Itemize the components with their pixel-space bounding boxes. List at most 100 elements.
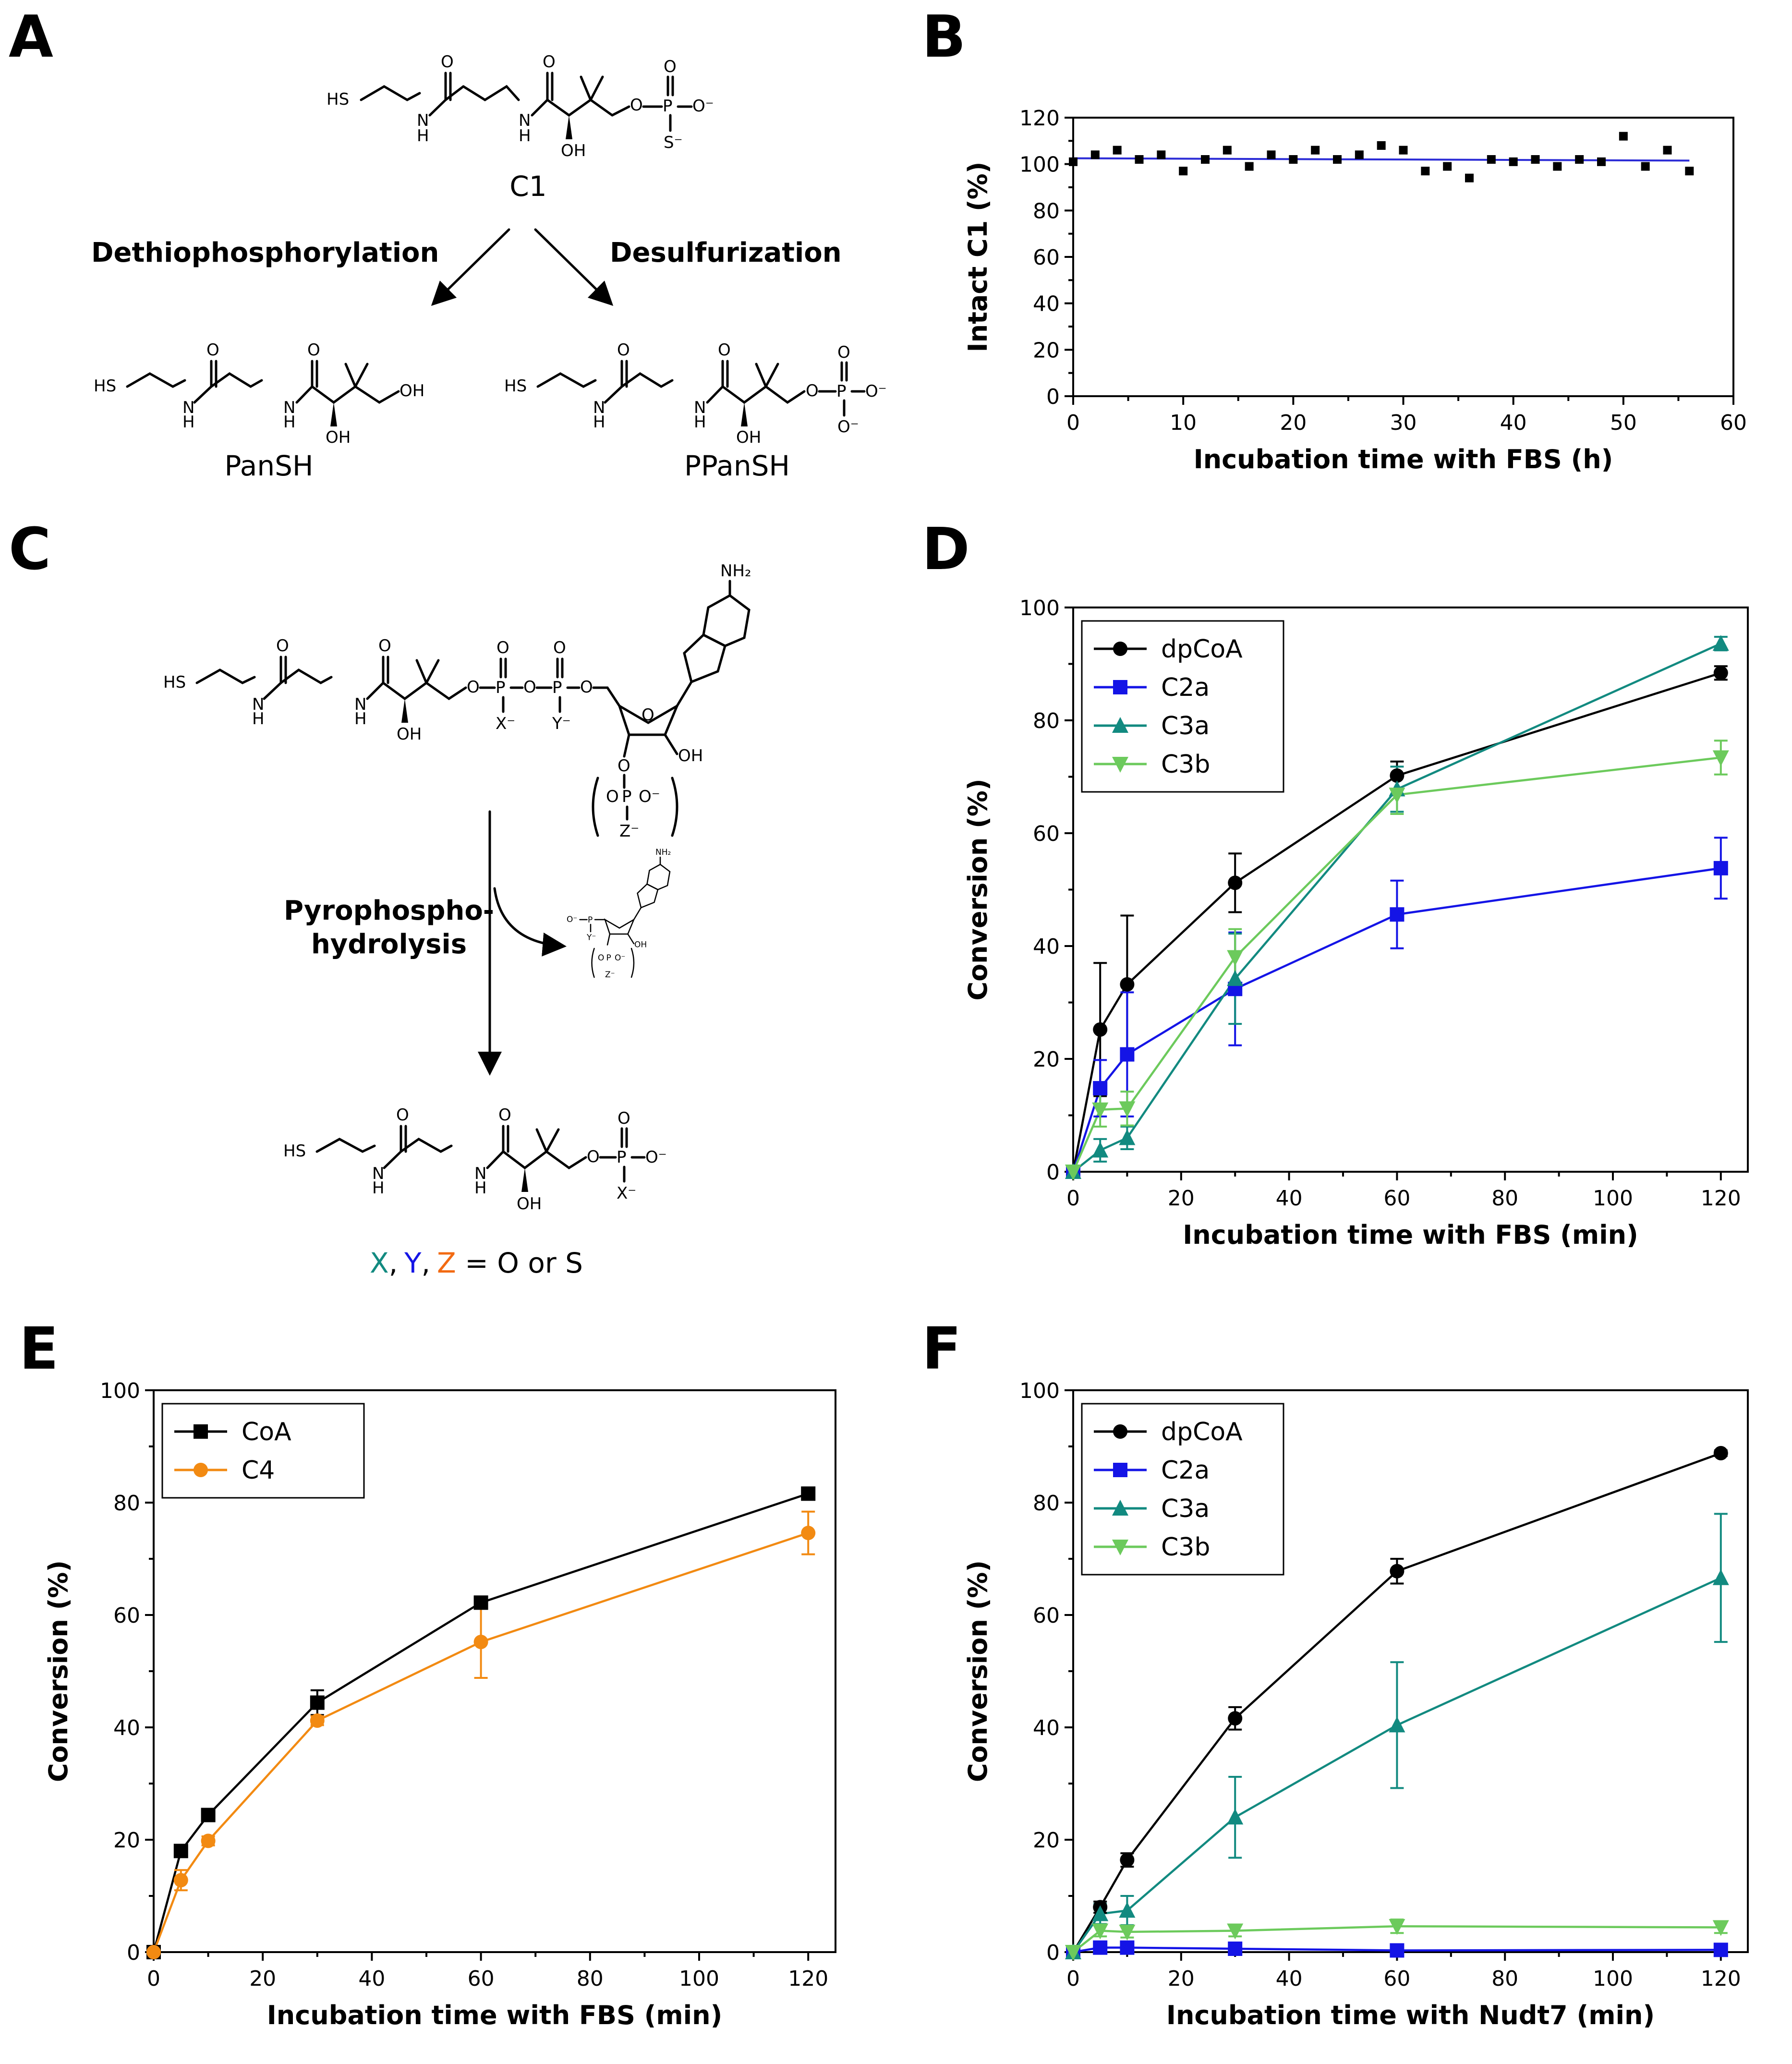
y-tick-label: 40 (1033, 1716, 1060, 1740)
data-point-c4 (173, 1873, 188, 1888)
legend-label: dpCoA (1161, 1418, 1243, 1446)
step-hydrolysis: hydrolysis (311, 929, 467, 960)
legend-label: C3a (1161, 1494, 1210, 1523)
ppansh-o-minus: O⁻ (865, 382, 887, 401)
c-o2: O (378, 636, 391, 656)
data-point (1355, 150, 1364, 159)
data-point-c3b (1227, 1923, 1244, 1940)
ppansh-phosphoryl-o: O (837, 343, 850, 362)
c-n1: N (252, 695, 264, 714)
cp-o2: O (498, 1105, 511, 1125)
chart-f-nudt7-conversion: 0 20 40 60 80 100 120 0 20 40 60 80 100 Incubation ti… (963, 1379, 1749, 2030)
series-line-c3b (1072, 1925, 1721, 1953)
y-tick-label: 0 (1046, 1941, 1060, 1965)
x-tick-label: 30 (1390, 411, 1417, 435)
released-p: P (588, 915, 593, 925)
data-point (1619, 132, 1628, 141)
ppansh-thiol: HS (504, 376, 527, 396)
panel-c-scheme: HS N H O N H O OH O P O X⁻ (163, 561, 751, 1279)
data-point-c2a (1093, 1940, 1108, 1955)
y-tick-label: 60 (113, 1603, 140, 1628)
data-point (1179, 167, 1188, 176)
x-tick-label: 40 (358, 1967, 385, 1991)
c1-structure: HS N H O N H O OH O P O (327, 52, 714, 160)
x-tick-label: 0 (1066, 1186, 1080, 1211)
c-p3: P (622, 787, 632, 806)
y-tick-label: 0 (1046, 385, 1060, 409)
amide-n2: N (519, 111, 531, 130)
ppansh-teal-o-minus: O⁻ (837, 417, 859, 437)
ppansh-ester-o: O (806, 381, 819, 401)
carbonyl-o2: O (543, 52, 556, 72)
route-desulfurization: Desulfurization (610, 237, 842, 268)
c-o1: O (276, 636, 289, 656)
thiophosphate-s-minus: S⁻ (664, 133, 683, 152)
data-point-dpcoa (1228, 875, 1243, 890)
cp-x-minus: X⁻ (617, 1184, 636, 1203)
ppansh-h2: H (694, 413, 706, 432)
c-h2: H (354, 709, 367, 728)
data-point-c3b (1227, 950, 1244, 966)
data-point-c3a (1119, 1902, 1136, 1918)
data-point-c2a (1390, 1943, 1405, 1958)
c-o4: O (496, 638, 509, 657)
released-o-minus: O⁻ (567, 915, 577, 924)
data-point-c4 (473, 1635, 488, 1650)
released-o-minus2: O⁻ (615, 953, 625, 963)
xyz-y: Y (404, 1247, 422, 1279)
legend-marker (1113, 680, 1127, 694)
cp-o-minus: O⁻ (645, 1148, 667, 1167)
data-point-c2a (1120, 1940, 1135, 1955)
y-tick-label: 120 (1019, 106, 1060, 131)
y-tick-label: 20 (113, 1828, 140, 1853)
data-point-c3b (1119, 1101, 1136, 1117)
data-point (1597, 157, 1606, 166)
y-tick-label: 0 (1046, 1160, 1060, 1185)
data-point-c3a (1712, 1569, 1729, 1585)
x-tick-label: 100 (1593, 1186, 1633, 1211)
data-point (1333, 155, 1342, 164)
xyz-sep1: , (389, 1247, 398, 1279)
c-product-structure: HS N H O N H O OH O P O O⁻ (283, 1105, 667, 1214)
hydroxyl-label: OH (561, 141, 586, 160)
data-point (1377, 141, 1386, 150)
data-point (1487, 155, 1496, 164)
released-z-minus: Z⁻ (605, 970, 615, 980)
data-point (1641, 162, 1650, 171)
data-point-c2a (1093, 1081, 1108, 1096)
compound-c1-label: C1 (509, 170, 546, 203)
c-o-phos: O (606, 787, 619, 806)
c-p1: P (496, 678, 506, 697)
x-tick-label: 80 (577, 1967, 604, 1991)
released-oh: OH (634, 940, 647, 950)
chart-b-intact-c1: 0 10 20 30 40 50 60 0 20 40 60 80 100 120 Incubation t… (963, 106, 1747, 474)
x-tick-label: 40 (1276, 1186, 1303, 1211)
amide-h1: H (417, 126, 429, 146)
data-point-c3b (1389, 788, 1405, 804)
data-point-c2a (1713, 861, 1728, 875)
ppansh-structure: HS N H O N H O OH O P O O⁻ (504, 340, 887, 447)
panel-label-e: E (19, 1316, 59, 1383)
y-tick-label: 60 (1033, 1603, 1060, 1628)
c-oh: OH (397, 725, 422, 744)
x-axis-label: Incubation time with FBS (min) (1183, 1220, 1638, 1250)
data-point-c3a (1389, 1716, 1405, 1733)
x-tick-label: 20 (1168, 1186, 1195, 1211)
panel-a-scheme: HS N H O N H O OH O P O (91, 52, 887, 482)
xyz-x: X (370, 1247, 389, 1279)
legend-marker (1113, 1463, 1127, 1477)
cp-n2: N (474, 1164, 486, 1183)
series-line-dpcoa (1072, 672, 1721, 1172)
data-point-c3b (1065, 1165, 1081, 1180)
data-point-dpcoa (1228, 1711, 1243, 1726)
data-point-c3b (1092, 1102, 1109, 1118)
data-point (1113, 146, 1122, 155)
panel-label-b: B (922, 4, 966, 71)
data-point-c3b (1119, 1924, 1136, 1941)
data-point-c3a (1092, 1141, 1109, 1158)
ppansh-h1: H (593, 413, 605, 432)
y-tick-label: 100 (100, 1379, 140, 1403)
data-point-c4 (801, 1526, 816, 1541)
x-tick-label: 60 (1383, 1186, 1410, 1211)
legend-marker (1112, 757, 1128, 773)
